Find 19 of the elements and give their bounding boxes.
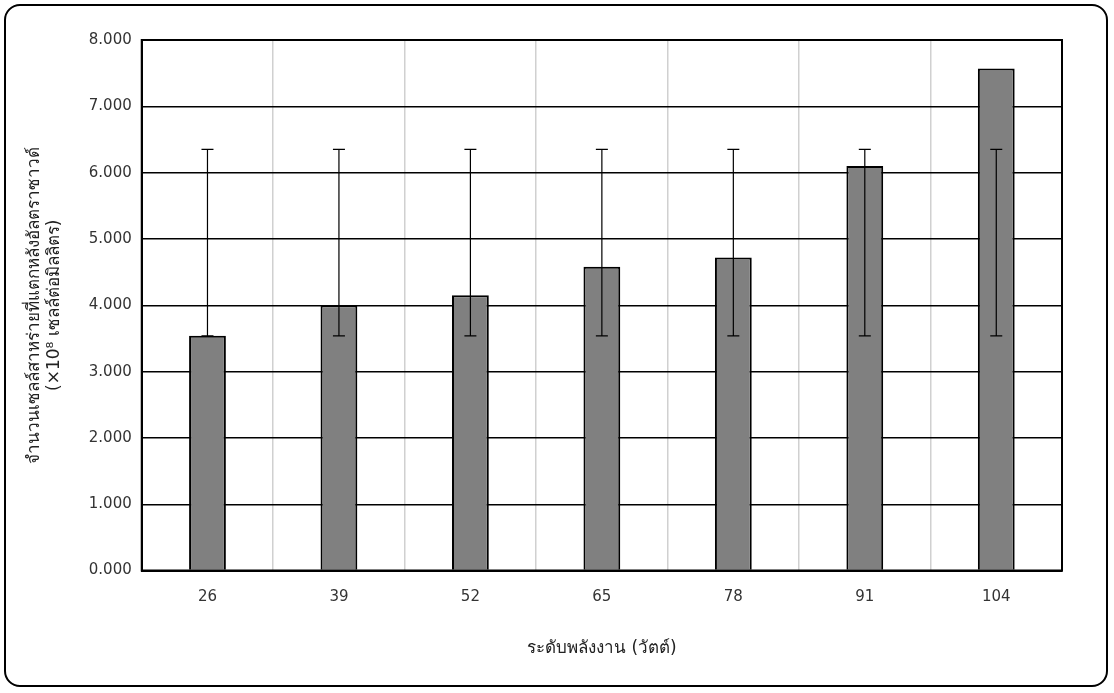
- y-tick-label: 3.000: [88, 361, 132, 380]
- y-tick-label: 2.000: [88, 427, 132, 446]
- text: (×10⁸ เซลล์ต่อมิลลิตร): [43, 219, 64, 391]
- y-tick-label: 4.000: [88, 295, 132, 314]
- x-tick-label: 65: [592, 587, 612, 606]
- x-tick-label: 26: [197, 587, 218, 606]
- y-tick-label: 7.000: [88, 96, 132, 115]
- y-tick-label: 0.000: [88, 560, 132, 579]
- x-tick-label: 52: [460, 587, 480, 606]
- y-tick-label: 1.000: [88, 494, 132, 513]
- x-axis-title: ระดับพลังงาน (วัตต์): [527, 637, 677, 658]
- x-tick-label: 78: [723, 587, 743, 606]
- y-tick-label: 5.000: [88, 228, 132, 247]
- y-tick-label: 8.000: [88, 29, 132, 48]
- x-tick-label: 91: [855, 587, 875, 606]
- x-tick-label: 104: [981, 587, 1011, 606]
- y-tick-label: 6.000: [88, 162, 132, 181]
- x-tick-label: 39: [329, 587, 349, 606]
- text: จำนวนเซลล์สาหร่ายที่แตกหลังอัลตราซาวด์: [22, 146, 43, 464]
